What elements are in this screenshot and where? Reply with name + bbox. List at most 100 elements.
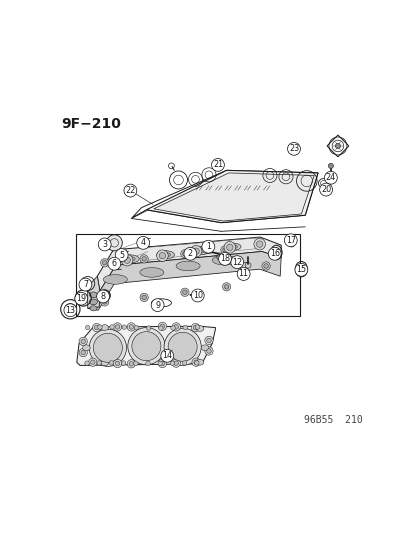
Circle shape: [328, 163, 332, 168]
Ellipse shape: [101, 325, 108, 330]
Circle shape: [136, 237, 149, 249]
Circle shape: [172, 323, 180, 331]
Circle shape: [115, 361, 119, 366]
Circle shape: [195, 325, 199, 329]
Circle shape: [253, 238, 265, 250]
Circle shape: [96, 290, 109, 303]
Circle shape: [158, 361, 162, 366]
Polygon shape: [76, 326, 215, 366]
Circle shape: [97, 361, 101, 365]
Ellipse shape: [90, 306, 97, 311]
Circle shape: [319, 183, 332, 196]
Circle shape: [190, 245, 202, 257]
Circle shape: [324, 171, 337, 184]
Circle shape: [204, 247, 211, 254]
Circle shape: [191, 324, 199, 332]
Circle shape: [194, 361, 199, 365]
Circle shape: [202, 240, 214, 253]
Text: 22: 22: [125, 186, 135, 195]
Circle shape: [85, 361, 89, 366]
Ellipse shape: [82, 345, 90, 351]
Circle shape: [85, 325, 90, 330]
Circle shape: [115, 248, 128, 262]
Circle shape: [121, 361, 126, 365]
Circle shape: [182, 290, 187, 295]
Circle shape: [172, 359, 180, 367]
Polygon shape: [88, 252, 280, 310]
Circle shape: [193, 325, 197, 330]
Circle shape: [93, 333, 122, 362]
Ellipse shape: [160, 253, 170, 257]
Circle shape: [180, 288, 189, 296]
Circle shape: [64, 304, 76, 317]
Circle shape: [129, 361, 133, 366]
Circle shape: [204, 347, 213, 355]
Circle shape: [192, 358, 200, 366]
Circle shape: [216, 255, 221, 260]
Circle shape: [102, 300, 107, 304]
Circle shape: [160, 324, 164, 328]
Ellipse shape: [121, 255, 139, 263]
Circle shape: [230, 256, 243, 269]
Circle shape: [218, 253, 231, 265]
Circle shape: [109, 325, 114, 329]
Circle shape: [145, 361, 150, 366]
Circle shape: [191, 289, 204, 302]
Circle shape: [170, 361, 174, 366]
Polygon shape: [153, 173, 313, 221]
Ellipse shape: [201, 345, 209, 351]
Polygon shape: [88, 276, 100, 308]
Circle shape: [192, 248, 199, 254]
Circle shape: [100, 298, 109, 306]
Circle shape: [193, 360, 198, 365]
Circle shape: [116, 257, 121, 262]
Circle shape: [89, 329, 126, 366]
Circle shape: [81, 350, 85, 355]
Ellipse shape: [196, 248, 205, 253]
Circle shape: [88, 358, 97, 366]
Circle shape: [81, 339, 85, 344]
Circle shape: [182, 252, 187, 256]
Circle shape: [164, 328, 201, 366]
Circle shape: [127, 360, 135, 368]
Text: 3: 3: [102, 240, 107, 249]
Circle shape: [226, 244, 233, 251]
Circle shape: [106, 235, 122, 251]
Ellipse shape: [140, 268, 164, 277]
Circle shape: [204, 336, 213, 344]
Ellipse shape: [192, 247, 209, 255]
Circle shape: [284, 234, 297, 247]
Polygon shape: [97, 237, 280, 291]
Ellipse shape: [196, 326, 203, 332]
Text: 1: 1: [205, 242, 210, 251]
Circle shape: [158, 359, 166, 368]
Text: 5: 5: [119, 251, 124, 260]
Circle shape: [98, 238, 111, 251]
Circle shape: [287, 142, 300, 155]
Circle shape: [97, 325, 102, 329]
Text: 21: 21: [212, 160, 223, 169]
Circle shape: [79, 349, 87, 357]
Circle shape: [113, 359, 121, 368]
Circle shape: [173, 325, 178, 329]
Text: 14: 14: [162, 351, 172, 360]
Polygon shape: [146, 171, 317, 223]
Circle shape: [182, 361, 186, 365]
Circle shape: [294, 263, 307, 276]
Circle shape: [263, 264, 268, 268]
Circle shape: [158, 322, 166, 330]
Circle shape: [108, 257, 121, 270]
Ellipse shape: [89, 299, 97, 305]
Text: 7: 7: [83, 280, 88, 289]
Circle shape: [79, 278, 92, 291]
Text: 13: 13: [65, 306, 75, 314]
Circle shape: [133, 361, 138, 366]
Circle shape: [142, 257, 146, 261]
Circle shape: [159, 253, 165, 259]
Text: 8: 8: [100, 292, 105, 301]
Circle shape: [113, 323, 121, 331]
Circle shape: [156, 250, 168, 262]
Circle shape: [132, 332, 161, 361]
Circle shape: [123, 184, 136, 197]
Ellipse shape: [225, 243, 240, 250]
